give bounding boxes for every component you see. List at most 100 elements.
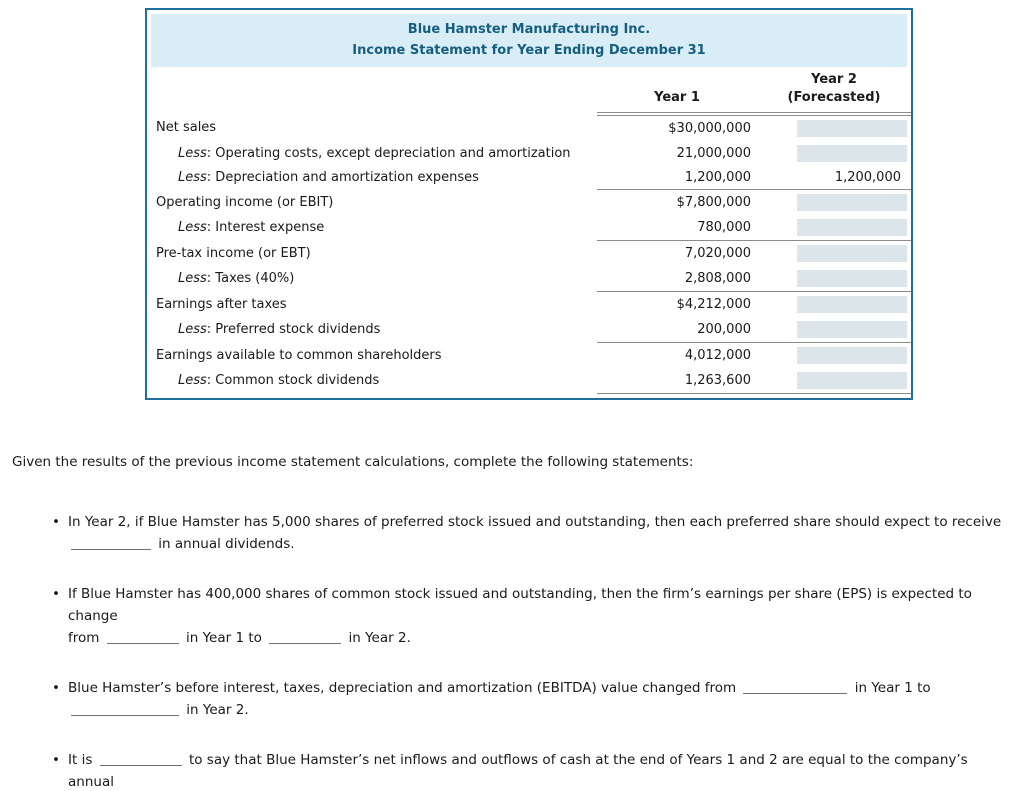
year1-value: $7,800,000: [676, 195, 751, 210]
less-prefix: Less: [178, 322, 207, 338]
income-rows: Net sales $30,000,000 Less: Operating cost…: [147, 114, 911, 399]
table-row: Less: Taxes (40%) 2,808,000: [147, 266, 911, 292]
year1-value: $30,000,000: [668, 121, 751, 136]
year2-value: 1,200,000: [757, 166, 911, 190]
year2-cell: [757, 266, 911, 292]
company-title: Blue Hamster Manufacturing Inc.: [407, 22, 651, 37]
statement-item: In Year 2, if Blue Hamster has 5,000 sha…: [52, 511, 1012, 555]
year1-value: 4,012,000: [684, 348, 751, 363]
year1-value: 21,000,000: [676, 146, 751, 161]
table-row: Pre-tax income (or EBT) 7,020,000: [147, 241, 911, 267]
year2-input-cell[interactable]: [797, 194, 907, 211]
statement-fragment: to say that Blue Hamster’s net inflows a…: [68, 752, 968, 790]
answer-blank[interactable]: [269, 628, 342, 644]
statement-subtitle: Income Statement for Year Ending Decembe…: [352, 43, 706, 58]
answer-blank[interactable]: [106, 628, 179, 644]
table-row: Operating income (or EBIT) $7,800,000: [147, 190, 911, 216]
less-prefix: Less: [178, 170, 207, 186]
row-label: Less: Depreciation and amortization expe…: [178, 170, 479, 186]
year2-input-cell[interactable]: [797, 145, 907, 162]
row-label: Contribution to retained earnings: [147, 394, 597, 399]
year2-input-cell[interactable]: [797, 270, 907, 287]
statement-text: Blue Hamster’s before interest, taxes, d…: [68, 677, 1012, 721]
instructions-text: Given the results of the previous income…: [12, 454, 694, 470]
income-statement-table: Year 1 Year 2 (Forecasted) Net sales $30,…: [147, 69, 911, 399]
year1-value: $2,748,400: [597, 394, 757, 399]
statement-fragment: in annual dividends.: [154, 536, 295, 552]
year2-cell: [757, 292, 911, 318]
table-row: Contribution to retained earnings$2,748,…: [147, 394, 911, 399]
statements-list: In Year 2, if Blue Hamster has 5,000 sha…: [52, 511, 1012, 791]
statement-text: If Blue Hamster has 400,000 shares of co…: [68, 583, 1012, 649]
year1-value: 1,263,600: [597, 368, 757, 394]
statement-fragment: in Year 1 to: [181, 630, 267, 646]
year2-input-cell[interactable]: [797, 321, 907, 338]
bullet-icon: [52, 749, 68, 791]
bullet-icon: [52, 677, 68, 721]
year1-value: $4,212,000: [676, 297, 751, 312]
year2-column-header: Year 2 (Forecasted): [757, 69, 911, 116]
year2-input-cell[interactable]: [797, 120, 907, 137]
year2-cell: [757, 215, 911, 241]
row-label: Less: Taxes (40%): [178, 271, 295, 287]
answer-blank[interactable]: [99, 750, 182, 766]
row-label: Less: Common stock dividends: [178, 373, 380, 389]
statement-item: If Blue Hamster has 400,000 shares of co…: [52, 583, 1012, 649]
answer-blank[interactable]: [71, 700, 179, 716]
year2-cell: [757, 343, 911, 369]
table-row: Net sales $30,000,000: [147, 114, 911, 141]
year2-cell: [757, 141, 911, 166]
statement-fragment: Blue Hamster’s before interest, taxes, d…: [68, 680, 741, 696]
year1-value: 7,020,000: [684, 246, 751, 261]
income-statement-card: Blue Hamster Manufacturing Inc. Income S…: [145, 8, 913, 400]
table-row: Less: Common stock dividends 1,263,600: [147, 368, 911, 394]
less-prefix: Less: [178, 271, 207, 287]
year1-value: 780,000: [597, 215, 757, 241]
year1-value: 1,200,000: [597, 166, 757, 190]
less-prefix: Less: [178, 220, 207, 236]
statement-fragment: in Year 1 to: [850, 680, 931, 696]
statement-fragment: If Blue Hamster has 400,000 shares of co…: [68, 586, 972, 624]
table-row: Earnings available to common shareholder…: [147, 343, 911, 369]
year2-input-cell[interactable]: [797, 372, 907, 389]
statement-text: In Year 2, if Blue Hamster has 5,000 sha…: [68, 511, 1012, 555]
statement-fragment: in Year 2.: [344, 630, 411, 646]
bullet-icon: [52, 583, 68, 649]
year2-header-label: Year 2: [811, 72, 857, 87]
year2-input-cell[interactable]: [797, 219, 907, 236]
year2-cell: [757, 190, 911, 216]
row-label: Earnings available to common shareholder…: [156, 347, 442, 363]
column-header-row: Year 1 Year 2 (Forecasted): [147, 69, 911, 116]
row-label: Less: Interest expense: [178, 220, 325, 236]
label-column-header: [147, 69, 597, 114]
statement-fragment: It is: [68, 752, 97, 768]
year2-cell: [757, 317, 911, 343]
statement-fragment: from: [68, 630, 104, 646]
year2-value: $3,387,850: [757, 394, 911, 399]
less-prefix: Less: [178, 146, 207, 161]
year1-header-label: Year 1: [654, 90, 700, 105]
row-label: Pre-tax income (or EBT): [156, 245, 311, 261]
row-label: Net sales: [156, 120, 217, 135]
statement-text: It is to say that Blue Hamster’s net inf…: [68, 749, 1012, 791]
statement-fragment: In Year 2, if Blue Hamster has 5,000 sha…: [68, 514, 1002, 530]
answer-blank[interactable]: [71, 534, 151, 550]
year2-input-cell[interactable]: [797, 296, 907, 313]
row-label: Less: Operating costs, except depreciati…: [178, 146, 571, 161]
year1-value: 200,000: [597, 317, 757, 343]
statement-item: It is to say that Blue Hamster’s net inf…: [52, 749, 1012, 791]
table-row: Less: Operating costs, except depreciati…: [147, 141, 911, 166]
year2-forecasted-label: (Forecasted): [787, 90, 881, 105]
year2-input-cell[interactable]: [797, 245, 907, 262]
table-row: Earnings after taxes $4,212,000: [147, 292, 911, 318]
year2-cell: [757, 241, 911, 267]
year2-cell: [757, 368, 911, 394]
answer-blank[interactable]: [743, 678, 848, 694]
table-row: Less: Preferred stock dividends 200,000: [147, 317, 911, 343]
statement-header-band: Blue Hamster Manufacturing Inc. Income S…: [151, 14, 907, 67]
year2-input-cell[interactable]: [797, 347, 907, 364]
statements-section: Given the results of the previous income…: [12, 451, 1012, 791]
statement-fragment: in Year 2.: [182, 702, 249, 718]
table-row: Less: Depreciation and amortization expe…: [147, 166, 911, 190]
